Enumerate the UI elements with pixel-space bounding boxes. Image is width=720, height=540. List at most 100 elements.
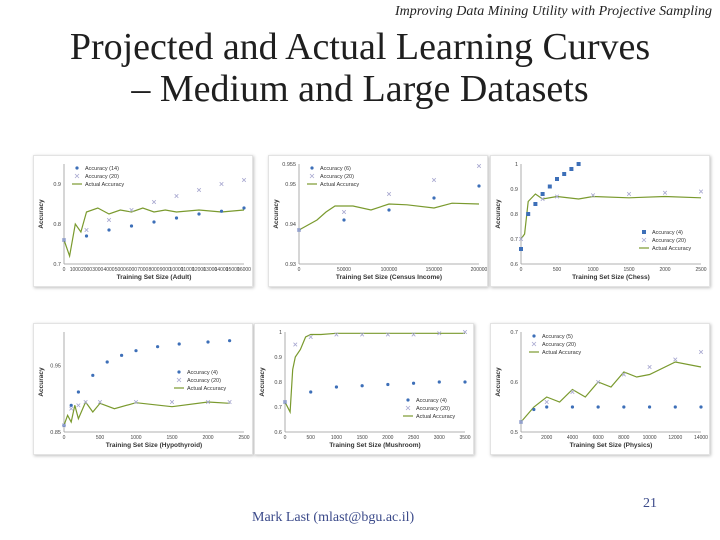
data-point — [545, 405, 549, 409]
data-point — [296, 227, 302, 233]
legend-label: Accuracy (20) — [652, 238, 686, 244]
data-point — [219, 181, 224, 187]
y-axis-label: Accuracy — [495, 367, 502, 397]
chart-census-income: 0 50000 100000 150000 200000 0.93 0.94 0.95 0.95… — [273, 162, 487, 281]
x-tick-label: 2000 — [659, 267, 670, 273]
data-point — [411, 332, 416, 337]
chart-adult: 0 1000 2000 3000 4000 5000 6000 7000 8000 9000100… — [38, 164, 251, 281]
data-point — [476, 163, 482, 169]
y-tick-label: 0.5 — [510, 430, 518, 436]
data-point — [309, 390, 313, 394]
chart-panel-physics: 0 2000 4000 6000 8000 10000 12000 14000 0.5 0.6 0.… — [490, 323, 710, 455]
x-tick-label: 1000 — [331, 435, 342, 441]
data-point — [129, 207, 134, 213]
data-point — [569, 167, 574, 171]
data-point — [596, 405, 600, 409]
legend-swatch — [532, 334, 536, 338]
data-point — [227, 399, 232, 405]
y-tick-label: 0.9 — [274, 355, 282, 361]
data-point — [156, 345, 160, 349]
x-axis-label: Training Set Size (Census Income) — [336, 274, 442, 281]
data-point — [120, 353, 124, 357]
x-tick-label: 100000 — [381, 267, 398, 273]
x-tick-label: 14000 — [215, 267, 229, 273]
data-point — [533, 202, 538, 206]
x-tick-label: 7000 — [137, 267, 148, 273]
x-tick-label: 12000 — [668, 435, 682, 441]
data-point — [437, 380, 441, 384]
x-tick-label: 6000 — [126, 267, 137, 273]
data-point — [360, 332, 365, 337]
x-tick-label: 12000 — [192, 267, 206, 273]
legend-swatch — [74, 173, 80, 179]
legend-label: Actual Accuracy — [542, 350, 581, 356]
series-line-actual — [63, 400, 230, 426]
data-point — [205, 399, 211, 405]
x-tick-label: 8000 — [618, 435, 629, 441]
x-tick-label: 500 — [553, 267, 562, 273]
legend-label: Accuracy (4) — [652, 230, 683, 236]
x-tick-label: 150000 — [426, 267, 443, 273]
x-tick-label: 5000 — [115, 267, 126, 273]
y-tick-label: 0.94 — [285, 222, 296, 228]
author-footer: Mark Last (mlast@bgu.ac.il) — [252, 510, 415, 525]
legend-label: Accuracy (14) — [85, 166, 119, 172]
x-tick-label: 4000 — [103, 267, 114, 273]
legend-label: Accuracy (20) — [187, 378, 221, 384]
series-line-actual — [63, 207, 245, 259]
y-tick-label: 1 — [515, 162, 518, 168]
data-point — [437, 331, 442, 336]
data-point — [477, 184, 481, 188]
x-tick-label: 15000 — [226, 267, 240, 273]
x-tick-label: 1000 — [130, 435, 141, 441]
data-point — [341, 209, 347, 215]
data-point — [61, 423, 67, 428]
data-point — [621, 372, 626, 377]
x-tick-label: 16000 — [237, 267, 251, 273]
data-point — [174, 216, 179, 220]
data-point — [647, 405, 652, 409]
legend-label: Accuracy (20) — [542, 342, 576, 348]
y-tick-label: 0.6 — [510, 262, 518, 268]
y-tick-label: 0.9 — [53, 182, 61, 188]
data-point — [698, 349, 704, 355]
x-tick-label: 1500 — [166, 435, 177, 441]
x-tick-label: 14000 — [694, 435, 708, 441]
x-tick-label: 0 — [63, 267, 66, 273]
x-tick-label: 1000 — [70, 267, 81, 273]
data-point — [526, 212, 531, 216]
data-point — [219, 209, 224, 213]
chart-chess: 0 500 1000 1500 2000 2500 0.6 0.7 0.8 0.9 1 Trainin… — [495, 162, 707, 281]
legend-label: Actual Accuracy — [652, 246, 691, 252]
data-point — [169, 399, 175, 405]
x-tick-label: 0 — [520, 267, 523, 273]
x-tick-label: 2500 — [695, 267, 706, 273]
legend-swatch — [641, 237, 647, 243]
x-axis-label: Training Set Size (Hypothyroid) — [106, 442, 202, 449]
legend-swatch — [309, 173, 315, 179]
x-tick-label: 13000 — [203, 267, 217, 273]
y-tick-label: 0.95 — [285, 182, 296, 188]
chart-panel-census-income: 0 50000 100000 150000 200000 0.93 0.94 0.95 0.95… — [268, 155, 488, 287]
x-tick-label: 1000 — [587, 267, 598, 273]
y-tick-label: 0.7 — [510, 330, 518, 336]
x-tick-label: 10000 — [643, 435, 657, 441]
data-point — [242, 206, 246, 210]
data-point — [84, 234, 89, 238]
data-point — [241, 177, 247, 183]
x-tick-label: 2500 — [408, 435, 419, 441]
data-point — [107, 228, 111, 232]
data-point — [544, 399, 549, 405]
x-tick-label: 1500 — [623, 267, 634, 273]
chart-physics: 0 2000 4000 6000 8000 10000 12000 14000 0.5 0.6 0.… — [495, 330, 708, 449]
data-point — [308, 334, 313, 340]
legend-label: Accuracy (4) — [187, 370, 218, 376]
data-point — [69, 406, 74, 411]
data-point — [206, 340, 210, 344]
x-tick-label: 11000 — [181, 267, 195, 273]
data-point — [518, 419, 524, 425]
y-tick-label: 0.85 — [50, 430, 61, 436]
data-point — [518, 236, 524, 242]
data-point — [411, 381, 416, 385]
y-tick-label: 0.6 — [274, 430, 282, 436]
